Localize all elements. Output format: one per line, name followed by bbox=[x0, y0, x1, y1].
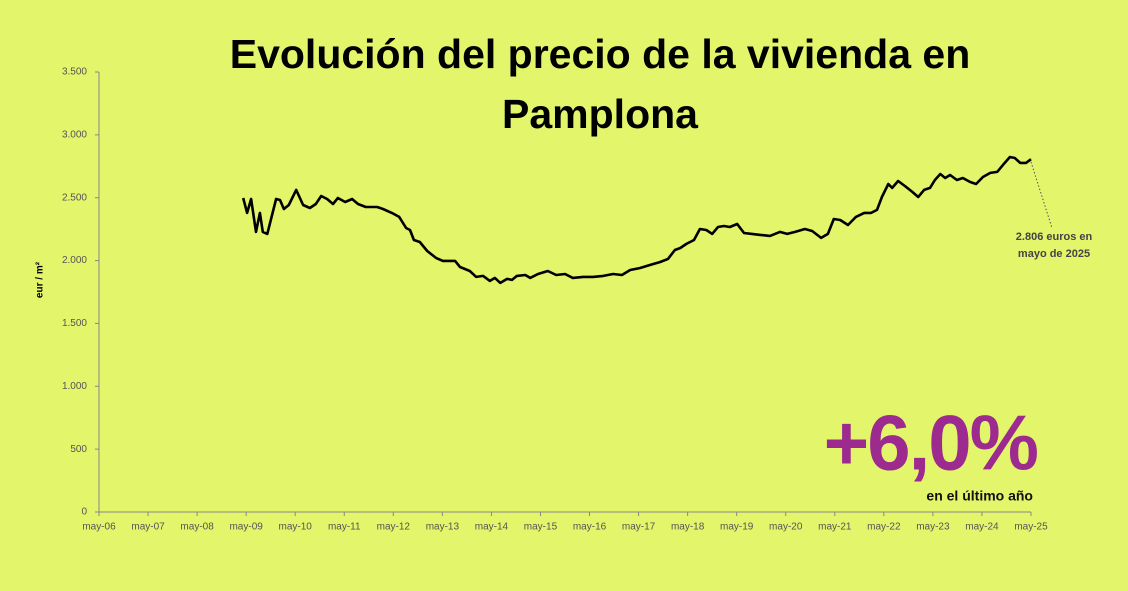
change-note: en el último año bbox=[926, 488, 1033, 504]
y-tick-label: 0 bbox=[81, 507, 87, 518]
x-tick-label: may-22 bbox=[867, 522, 901, 533]
y-tick-label: 3.000 bbox=[62, 129, 87, 140]
y-tick-label: 2.000 bbox=[62, 255, 87, 266]
x-tick-label: may-25 bbox=[1014, 522, 1048, 533]
x-tick-label: may-10 bbox=[279, 522, 313, 533]
x-tick-label: may-15 bbox=[524, 522, 558, 533]
x-tick-label: may-17 bbox=[622, 522, 656, 533]
annotation: 2.806 euros en bbox=[1016, 231, 1093, 243]
x-tick-label: may-20 bbox=[769, 522, 803, 533]
y-tick-label: 2.500 bbox=[62, 192, 87, 203]
leader-line bbox=[1030, 161, 1053, 229]
x-tick-label: may-14 bbox=[475, 522, 509, 533]
x-tick-label: may-19 bbox=[720, 522, 754, 533]
x-tick-label: may-13 bbox=[426, 522, 460, 533]
x-tick-label: may-21 bbox=[818, 522, 852, 533]
y-tick-label: 1.500 bbox=[62, 318, 87, 329]
x-tick-label: may-06 bbox=[82, 522, 116, 533]
x-tick-label: may-18 bbox=[671, 522, 705, 533]
y-tick-label: 1.000 bbox=[62, 381, 87, 392]
x-tick-label: may-12 bbox=[377, 522, 411, 533]
y-tick-label: 500 bbox=[70, 444, 87, 455]
y-axis-label: eur / m² bbox=[35, 261, 46, 298]
change-label: +6,0% bbox=[824, 399, 1038, 487]
annotation: mayo de 2025 bbox=[1018, 248, 1090, 260]
y-tick-label: 3.500 bbox=[62, 67, 87, 78]
x-tick-label: may-16 bbox=[573, 522, 607, 533]
x-tick-label: may-23 bbox=[916, 522, 950, 533]
chart-title: Evolución del precio de la vivienda en P… bbox=[229, 31, 971, 137]
x-tick-label: may-09 bbox=[229, 522, 263, 533]
line-series bbox=[241, 155, 1032, 285]
x-tick-label: may-07 bbox=[131, 522, 165, 533]
x-tick-label: may-08 bbox=[180, 522, 214, 533]
x-tick-label: may-11 bbox=[328, 522, 361, 533]
x-tick-label: may-24 bbox=[965, 522, 999, 533]
